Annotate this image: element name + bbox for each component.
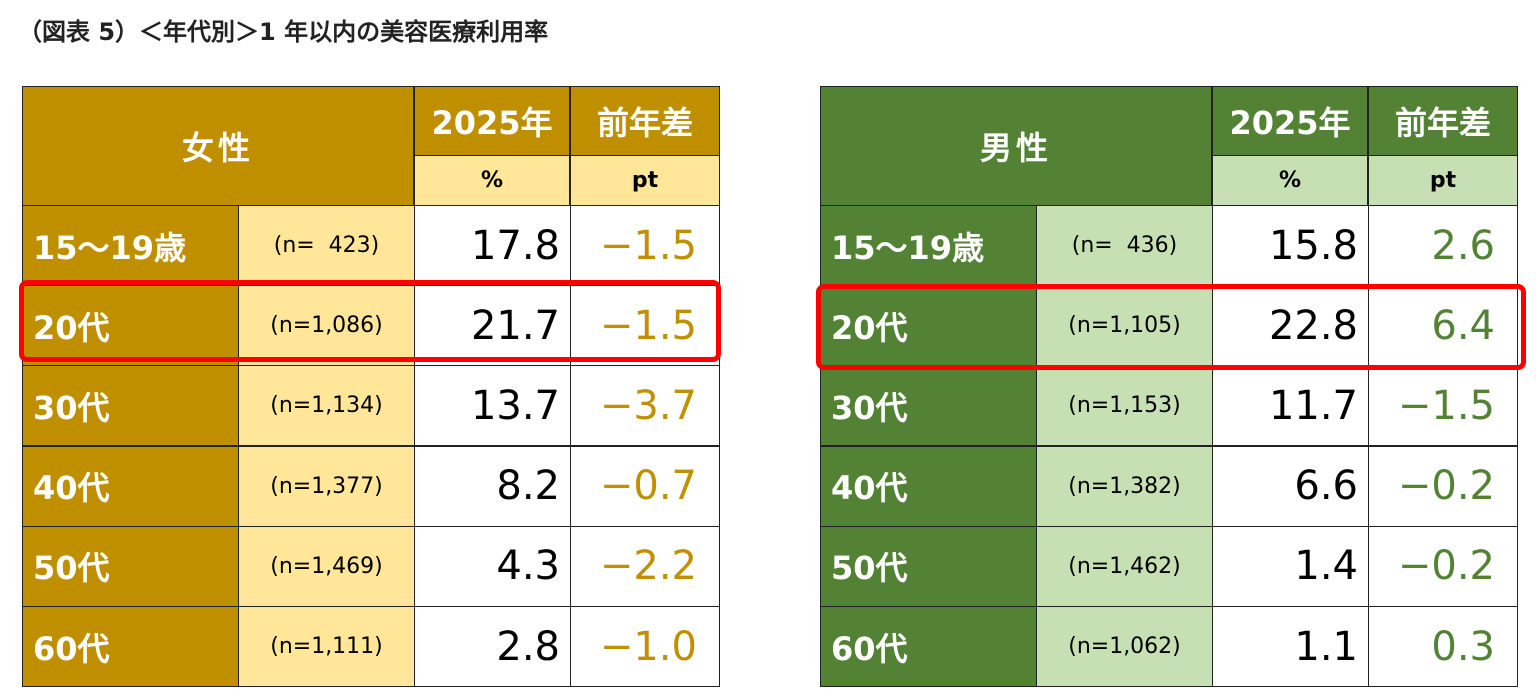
rate-value: 8.2 (414, 445, 571, 527)
rate-value: 4.3 (414, 525, 571, 607)
sample-size: (n=1,377) (238, 445, 415, 527)
diff-value: 2.6 (1368, 205, 1518, 286)
rate-value: 22.8 (1212, 285, 1369, 367)
diff-value: −0.2 (1368, 525, 1518, 607)
rate-value: 2.8 (414, 606, 571, 687)
diff-header: 前年差 (1368, 86, 1518, 156)
age-label: 60代 (820, 606, 1037, 687)
diff-value: 0.3 (1368, 606, 1518, 687)
sample-size: (n=1,105) (1036, 285, 1213, 367)
age-label: 40代 (22, 445, 239, 527)
diff-value: −2.2 (570, 525, 720, 607)
age-label: 30代 (820, 365, 1037, 447)
age-label: 50代 (22, 525, 239, 607)
age-label: 50代 (820, 525, 1037, 607)
diff-value: −1.5 (570, 205, 720, 286)
sample-size: (n= 436) (1036, 205, 1213, 286)
sample-size: (n=1,111) (238, 606, 415, 687)
unit-value: % (1212, 155, 1368, 206)
rate-value: 15.8 (1212, 205, 1369, 286)
unit-value: % (414, 155, 570, 206)
unit-diff: pt (1368, 155, 1518, 206)
diff-value: 6.4 (1368, 285, 1518, 367)
highlight-box (816, 284, 1526, 370)
diff-value: −1.5 (1368, 365, 1518, 447)
sample-size: (n= 423) (238, 205, 415, 286)
group-header: 男性 (820, 86, 1212, 206)
sample-size: (n=1,382) (1036, 445, 1213, 527)
sample-size: (n=1,134) (238, 365, 415, 447)
diff-value: −1.0 (570, 606, 720, 687)
diff-header: 前年差 (570, 86, 720, 156)
diff-value: −3.7 (570, 365, 720, 447)
rate-value: 13.7 (414, 365, 571, 447)
age-label: 15～19歳 (22, 205, 239, 286)
age-label: 20代 (22, 285, 239, 367)
diff-value: −0.7 (570, 445, 720, 527)
unit-diff: pt (570, 155, 720, 206)
rate-value: 17.8 (414, 205, 571, 286)
rate-value: 6.6 (1212, 445, 1369, 527)
title: （図表 5）＜年代別＞1 年以内の美容医療利用率 (18, 18, 549, 46)
sample-size: (n=1,062) (1036, 606, 1213, 687)
age-label: 30代 (22, 365, 239, 447)
group-header: 女性 (22, 86, 414, 206)
year-header: 2025年 (414, 86, 570, 156)
age-label: 60代 (22, 606, 239, 687)
highlight-box (19, 280, 721, 362)
year-header: 2025年 (1212, 86, 1368, 156)
rate-value: 1.1 (1212, 606, 1369, 687)
diff-value: −1.5 (570, 285, 720, 367)
age-label: 40代 (820, 445, 1037, 527)
diff-value: −0.2 (1368, 445, 1518, 527)
rate-value: 11.7 (1212, 365, 1369, 447)
age-label: 15～19歳 (820, 205, 1037, 286)
rate-value: 21.7 (414, 285, 571, 367)
rate-value: 1.4 (1212, 525, 1369, 607)
sample-size: (n=1,462) (1036, 525, 1213, 607)
sample-size: (n=1,469) (238, 525, 415, 607)
sample-size: (n=1,153) (1036, 365, 1213, 447)
age-label: 20代 (820, 285, 1037, 367)
